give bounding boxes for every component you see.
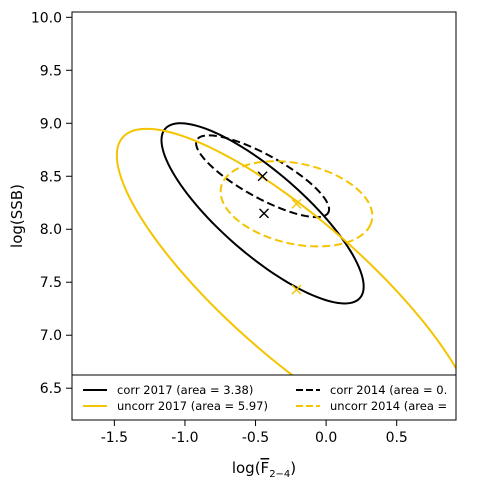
- point-marker-series-0: [259, 208, 269, 219]
- y-tick-label: 9.0: [40, 116, 62, 132]
- x-axis: -1.5 -1.0 -0.5 0.0 0.5: [101, 420, 408, 446]
- x-tick-label: -1.5: [101, 430, 128, 446]
- y-tick-label: 10.0: [31, 10, 62, 26]
- point-marker-series-3: [291, 198, 302, 209]
- y-tick-label: 9.5: [40, 63, 62, 79]
- point-marker-series-1: [257, 171, 268, 182]
- y-tick-label: 8.0: [40, 222, 62, 238]
- x-tick-label: -0.5: [242, 430, 269, 446]
- legend: corr 2017 (area = 3.38) corr 2014 (area =…: [83, 383, 447, 413]
- y-axis-title: log(SSB): [8, 184, 26, 248]
- point-marker-series-2: [291, 284, 302, 295]
- x-axis-title-f: F: [261, 459, 270, 477]
- point-marker-stroke: [291, 198, 302, 209]
- legend-label-series-2: uncorr 2017 (area = 5.97): [117, 399, 268, 413]
- point-layer: [257, 171, 302, 295]
- point-marker-stroke: [291, 284, 302, 295]
- legend-box: [71, 374, 457, 421]
- y-tick-label: 7.0: [40, 328, 62, 344]
- x-axis-title-subscript: 2−4: [269, 469, 290, 480]
- point-marker-stroke: [257, 171, 268, 182]
- y-tick-label: 6.5: [40, 381, 62, 397]
- x-axis-title: log(F2−4): [232, 459, 296, 480]
- ellipse-series-1: [195, 134, 331, 219]
- legend-label-series-1: corr 2014 (area = 0.: [330, 383, 447, 397]
- plot-frame: [71, 11, 457, 421]
- legend-label-series-3: uncorr 2014 (area =: [330, 399, 447, 413]
- x-tick-label: 0.5: [386, 430, 408, 446]
- ellipse-series-3: [219, 160, 374, 248]
- y-axis: 6.5 7.0 7.5 8.0 8.5 9.0 9.5 10.0: [31, 10, 72, 397]
- legend-label-series-0: corr 2017 (area = 3.38): [117, 383, 253, 397]
- y-tick-label: 7.5: [40, 275, 62, 291]
- y-tick-label: 8.5: [40, 169, 62, 185]
- x-tick-label: -1.0: [171, 430, 198, 446]
- point-marker-stroke: [259, 208, 269, 219]
- x-tick-label: 0.0: [315, 430, 337, 446]
